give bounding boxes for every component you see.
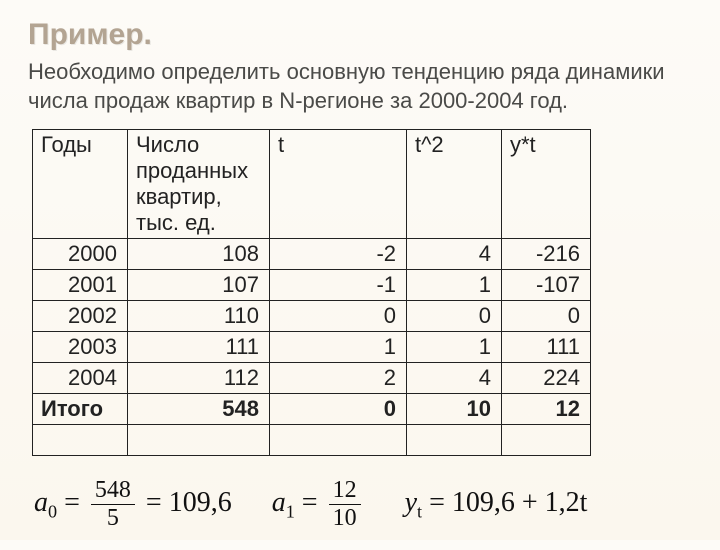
formula-a0: a0 = 548 5 = 109,6 xyxy=(34,478,232,531)
col-sales: Число проданных квартир, тыс. ед. xyxy=(128,130,270,239)
cell-t2: 1 xyxy=(407,332,502,363)
cell-t: 2 xyxy=(270,363,407,394)
cell-yt: 224 xyxy=(502,363,591,394)
a1-den: 10 xyxy=(329,505,361,531)
data-table: Годы Число проданных квартир, тыс. ед. t… xyxy=(32,129,591,456)
table-row: 2003 111 1 1 111 xyxy=(33,332,591,363)
col-years: Годы xyxy=(33,130,128,239)
slide-title: Пример. xyxy=(28,18,692,52)
cell-yt: 0 xyxy=(502,301,591,332)
table-header-row: Годы Число проданных квартир, тыс. ед. t… xyxy=(33,130,591,239)
yt-sub: t xyxy=(417,502,422,522)
cell-sales: 108 xyxy=(128,239,270,270)
table-row: 2004 112 2 4 224 xyxy=(33,363,591,394)
cell-year: 2002 xyxy=(33,301,128,332)
cell-sales: 107 xyxy=(128,270,270,301)
cell-year: 2000 xyxy=(33,239,128,270)
a0-den: 5 xyxy=(91,505,135,531)
a1-num: 12 xyxy=(329,478,361,505)
total-label: Итого xyxy=(33,394,128,425)
table-row: 2002 110 0 0 0 xyxy=(33,301,591,332)
a1-sub: 1 xyxy=(286,502,295,522)
cell-sales: 112 xyxy=(128,363,270,394)
total-yt: 12 xyxy=(502,394,591,425)
cell-year: 2001 xyxy=(33,270,128,301)
yt-expr: = 109,6 + 1,2t xyxy=(429,487,587,518)
formula-yt: yt = 109,6 + 1,2t xyxy=(405,487,588,523)
a0-num: 548 xyxy=(91,478,135,505)
a1-lhs: a xyxy=(272,487,286,518)
cell-year: 2004 xyxy=(33,363,128,394)
cell-t2: 0 xyxy=(407,301,502,332)
formula-row: a0 = 548 5 = 109,6 a1 = 12 10 yt = 109,6… xyxy=(34,478,692,531)
cell-t: 1 xyxy=(270,332,407,363)
cell-t: 0 xyxy=(270,301,407,332)
slide-subtitle: Необходимо определить основную тенденцию… xyxy=(28,58,692,115)
cell-sales: 111 xyxy=(128,332,270,363)
cell-t2: 4 xyxy=(407,363,502,394)
formula-a1: a1 = 12 10 xyxy=(272,478,365,531)
total-t: 0 xyxy=(270,394,407,425)
table-row: 2000 108 -2 4 -216 xyxy=(33,239,591,270)
col-yt: y*t xyxy=(502,130,591,239)
cell-t: -1 xyxy=(270,270,407,301)
total-sales: 548 xyxy=(128,394,270,425)
cell-year: 2003 xyxy=(33,332,128,363)
a0-lhs: a xyxy=(34,487,48,518)
yt-lhs: y xyxy=(405,487,417,518)
total-t2: 10 xyxy=(407,394,502,425)
cell-t: -2 xyxy=(270,239,407,270)
cell-yt: 111 xyxy=(502,332,591,363)
a0-sub: 0 xyxy=(48,502,57,522)
table-total-row: Итого 548 0 10 12 xyxy=(33,394,591,425)
cell-sales: 110 xyxy=(128,301,270,332)
cell-yt: -107 xyxy=(502,270,591,301)
col-t: t xyxy=(270,130,407,239)
cell-t2: 4 xyxy=(407,239,502,270)
cell-t2: 1 xyxy=(407,270,502,301)
table-row: 2001 107 -1 1 -107 xyxy=(33,270,591,301)
cell-yt: -216 xyxy=(502,239,591,270)
a0-rhs: 109,6 xyxy=(169,487,232,518)
col-t2: t^2 xyxy=(407,130,502,239)
table-empty-row xyxy=(33,425,591,456)
